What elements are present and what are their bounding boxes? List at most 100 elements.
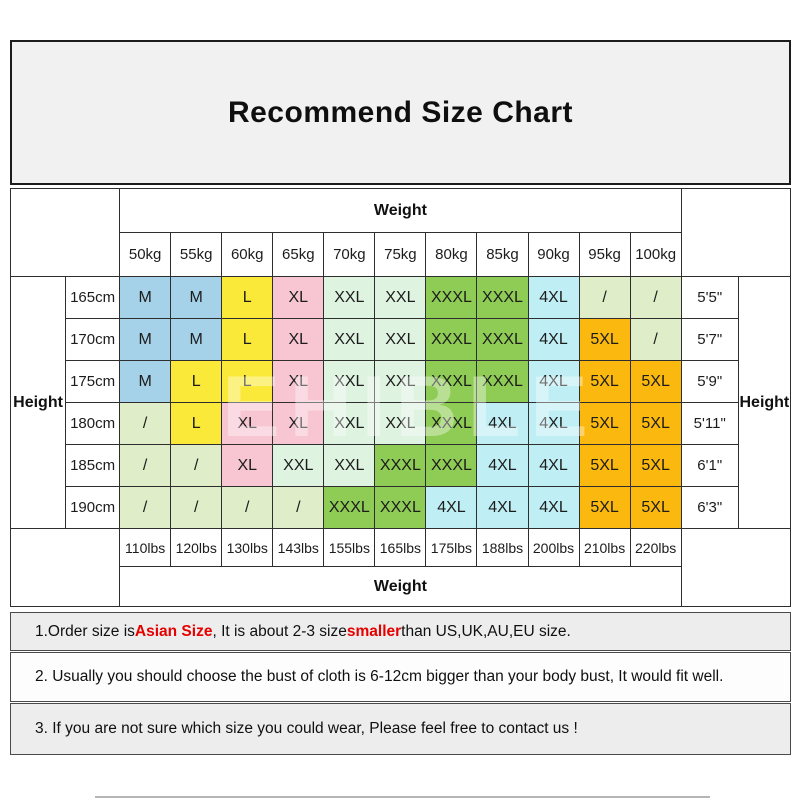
size-cell: XXXL (425, 318, 478, 361)
size-cell: 4XL (527, 360, 580, 403)
table-row: 50kg 55kg 60kg 65kg 70kg 75kg 80kg 85kg 90kg 95kg… (11, 232, 791, 277)
size-cell: 5XL (578, 402, 631, 445)
size-cell: 4XL (425, 486, 478, 529)
size-cell: 5XL (629, 360, 682, 403)
size-cell: XXXL (374, 444, 427, 487)
cm-cell: 190cm (65, 486, 121, 529)
kg-header: 75kg (374, 232, 427, 277)
size-cell: XXL (323, 318, 376, 361)
ft-cell: 6'3" (680, 486, 739, 529)
size-cell: XXXL (323, 486, 376, 529)
corner-top-right (680, 188, 792, 277)
size-cell: XL (272, 318, 325, 361)
size-cell: XL (221, 402, 274, 445)
size-cell: XXL (374, 318, 427, 361)
lbs-footer: 110lbs (119, 528, 172, 567)
kg-header: 90kg (527, 232, 580, 277)
size-cell: 5XL (578, 318, 631, 361)
size-cell: 5XL (629, 486, 682, 529)
size-cell: XXXL (425, 444, 478, 487)
size-cell: M (119, 318, 172, 361)
size-cell: XXXL (476, 318, 529, 361)
lbs-footer: 130lbs (221, 528, 274, 567)
size-cell: 5XL (629, 444, 682, 487)
table-row: 170cm M M L XL XXL XXL XXXL XXXL 4XL 5XL/5'7" (11, 318, 791, 361)
kg-header: 100kg (629, 232, 682, 277)
size-cell: L (221, 360, 274, 403)
size-cell: 5XL (578, 486, 631, 529)
size-cell: XXL (323, 444, 376, 487)
ft-cell: 6'1" (680, 444, 739, 487)
kg-header: 55kg (170, 232, 223, 277)
height-label-left: Height (9, 276, 67, 529)
lbs-footer: 210lbs (578, 528, 631, 567)
note-2-text: 2. Usually you should choose the bust of… (35, 668, 724, 685)
note-1-text: 1.Order size is (35, 622, 135, 640)
ft-cell: 5'11" (680, 402, 739, 445)
size-cell: XXL (374, 360, 427, 403)
size-cell: M (119, 360, 172, 403)
table-row: 185cm / / XL XXL XXL XXXL XXXL 4XL 4XL 5XL 5XL 6'1" (11, 444, 791, 487)
bottom-divider (95, 796, 710, 798)
size-cell: 5XL (578, 444, 631, 487)
size-cell: XL (221, 444, 274, 487)
note-1-red-text: Asian Size (134, 622, 213, 640)
size-cell: / (170, 486, 223, 529)
size-cell: / (119, 444, 172, 487)
weight-header-bottom: Weight (119, 566, 682, 607)
size-cell: XXXL (374, 486, 427, 529)
kg-header: 95kg (578, 232, 631, 277)
size-cell: L (170, 402, 223, 445)
size-table: Weight 50kg 55kg 60kg 65kg 70kg 75kg 80kg 85kg 90… (9, 188, 792, 607)
size-cell: 4XL (476, 444, 529, 487)
size-cell: / (629, 276, 682, 319)
lbs-footer: 200lbs (527, 528, 580, 567)
lbs-footer: 165lbs (374, 528, 427, 567)
cm-cell: 175cm (65, 360, 121, 403)
size-cell: / (629, 318, 682, 361)
weight-header-top: Weight (119, 188, 682, 233)
table-row: 190cm / / / / XXXL XXXL 4XL 4XL 4XL 5XL 5XL 6'3" (11, 486, 791, 529)
lbs-footer: 220lbs (629, 528, 682, 567)
size-cell: XXXL (425, 402, 478, 445)
size-table-body: Weight 50kg 55kg 60kg 65kg 70kg 75kg 80kg 85kg 90… (9, 188, 792, 607)
cm-cell: 180cm (65, 402, 121, 445)
size-cell: XXL (272, 444, 325, 487)
table-row: Height 165cm M M L XL XXL XXL XXXL XXXL 4XL //5'5" H… (9, 276, 792, 529)
corner-bottom-left (9, 528, 121, 607)
size-cell: XL (272, 402, 325, 445)
size-cell: M (119, 276, 172, 319)
size-cell: / (119, 486, 172, 529)
size-cell: 4XL (527, 486, 580, 529)
kg-header: 60kg (221, 232, 274, 277)
kg-header: 80kg (425, 232, 478, 277)
table-row: 175cm M L L XL XXL XXL XXXL XXXL 4XL 5XL 5XL 5'9" (11, 360, 791, 403)
height-label-right: Height (737, 276, 792, 529)
size-cell: XL (272, 276, 325, 319)
note-1-red-text: smaller (346, 622, 402, 640)
ft-cell: 5'9" (680, 360, 739, 403)
note-1-text: than US,UK,AU,EU size. (401, 622, 571, 640)
kg-header: 70kg (323, 232, 376, 277)
size-cell: M (170, 318, 223, 361)
size-cell: / (170, 444, 223, 487)
note-2: 2. Usually you should choose the bust of… (10, 652, 791, 702)
size-cell: XXL (323, 360, 376, 403)
size-cell: XXXL (425, 360, 478, 403)
cm-cell: 185cm (65, 444, 121, 487)
size-cell: M (170, 276, 223, 319)
size-cell: 4XL (527, 318, 580, 361)
kg-header: 65kg (272, 232, 325, 277)
size-cell: / (272, 486, 325, 529)
size-cell: XXXL (476, 276, 529, 319)
note-3-text: 3. If you are not sure which size you co… (35, 720, 578, 737)
note-3: 3. If you are not sure which size you co… (10, 703, 791, 755)
lbs-footer: 188lbs (476, 528, 529, 567)
corner-bottom-right (680, 528, 792, 607)
size-cell: 4XL (527, 276, 580, 319)
size-cell: / (119, 402, 172, 445)
size-cell: 4XL (527, 402, 580, 445)
page-title: Recommend Size Chart (227, 95, 574, 129)
size-cell: 4XL (527, 444, 580, 487)
